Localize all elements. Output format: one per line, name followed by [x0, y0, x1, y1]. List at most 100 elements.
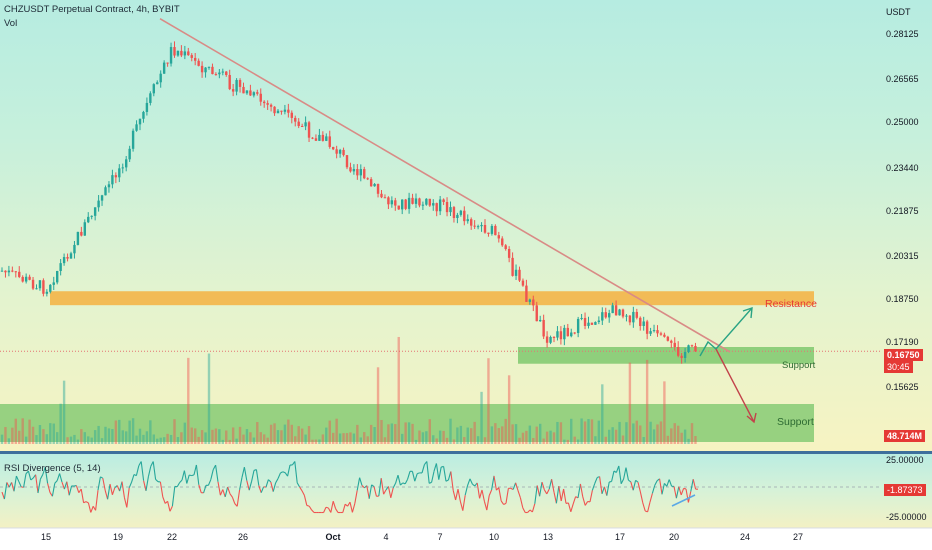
price-tick: 0.18750: [886, 294, 919, 304]
candle-body: [387, 197, 390, 205]
candle-body: [352, 169, 356, 172]
rsi-segment: [169, 505, 173, 512]
candle-body: [683, 352, 687, 358]
volume-bar: [21, 418, 24, 444]
volume-bar: [621, 435, 625, 444]
rsi-segment: [378, 478, 382, 497]
rsi-segment: [541, 481, 545, 491]
volume-bar: [494, 423, 497, 444]
candle-body: [625, 315, 628, 317]
rsi-indicator-label[interactable]: RSI Divergence (5, 14): [4, 463, 101, 474]
volume-bar: [666, 435, 670, 444]
rsi-segment: [68, 485, 73, 496]
candle-body: [659, 333, 663, 335]
rsi-segment: [584, 501, 589, 506]
rsi-segment: [191, 474, 195, 477]
time-tick: 20: [668, 532, 680, 542]
volume-bar: [218, 429, 221, 444]
candle-body: [677, 347, 680, 356]
candle-body: [542, 319, 545, 337]
rsi-segment: [198, 484, 202, 493]
rsi-segment: [642, 502, 646, 512]
symbol-title[interactable]: CHZUSDT Perpetual Contract, 4h, BYBIT: [4, 4, 180, 15]
rsi-segment: [469, 478, 473, 485]
rsi-segment: [447, 471, 452, 481]
rsi-segment: [332, 501, 337, 509]
rsi-segment: [611, 470, 615, 482]
rsi-segment: [109, 483, 113, 495]
volume-bar: [566, 439, 569, 444]
volume-bar: [69, 436, 73, 444]
rsi-segment: [366, 485, 370, 499]
candle-body: [200, 65, 204, 73]
volume-bar: [7, 438, 11, 444]
candle-body: [487, 232, 490, 234]
candle-body: [311, 137, 314, 139]
support-zone-upper: [518, 347, 814, 364]
candle-body: [62, 257, 66, 264]
rsi-segment: [522, 507, 526, 513]
rsi-segment: [6, 482, 10, 488]
rsi-segment: [35, 474, 39, 494]
candle-body: [314, 138, 318, 141]
rsi-segment: [512, 482, 517, 490]
rsi-segment: [472, 483, 476, 487]
candle-body: [614, 305, 618, 316]
volume-indicator-label[interactable]: Vol: [4, 18, 18, 29]
candle-body: [470, 219, 473, 226]
rsi-segment: [675, 486, 680, 499]
rsi-segment: [51, 483, 56, 497]
candle-body: [573, 332, 576, 334]
volume-bar: [183, 422, 187, 444]
time-tick: Oct: [325, 532, 341, 542]
rsi-segment: [383, 489, 387, 495]
rsi-segment: [531, 503, 536, 513]
price-tick: 0.28125: [886, 29, 919, 39]
rsi-segment: [546, 488, 550, 495]
rsi-segment: [618, 465, 622, 484]
rsi-segment: [255, 469, 260, 486]
rsi-segment: [601, 486, 605, 495]
rsi-segment: [335, 508, 339, 513]
candle-body: [521, 280, 525, 286]
volume-bar: [597, 420, 601, 444]
candle-body: [421, 204, 425, 206]
volume-bar: [249, 432, 252, 444]
volume-bar: [83, 432, 86, 444]
rsi-segment: [637, 482, 641, 493]
rsi-segment: [603, 486, 608, 496]
candle-body: [497, 235, 500, 239]
candle-body: [545, 336, 549, 343]
volume-bar: [404, 422, 407, 444]
rsi-segment: [287, 464, 291, 477]
volume-bar: [366, 436, 369, 444]
volume-bar: [66, 437, 69, 444]
rsi-segment: [87, 502, 92, 513]
candle-body: [138, 118, 142, 125]
pane-separator[interactable]: [0, 451, 932, 454]
rsi-segment: [162, 496, 166, 504]
candle-body: [187, 51, 190, 56]
candle-body: [128, 148, 131, 160]
volume-bar: [525, 430, 528, 444]
volume-bar: [425, 431, 428, 444]
candle-body: [652, 330, 656, 332]
volume-bar: [118, 419, 121, 444]
rsi-segment: [534, 485, 538, 504]
rsi-segment: [251, 470, 255, 482]
rsi-segment: [567, 502, 572, 512]
time-tick: 26: [237, 532, 249, 542]
candle-body: [476, 226, 480, 228]
rsi-segment: [563, 488, 567, 504]
descending-trendline: [159, 18, 731, 353]
volume-bar: [504, 418, 507, 444]
candle-body: [656, 330, 659, 334]
price-tick: 0.25000: [886, 117, 919, 127]
volume-bar: [263, 434, 266, 444]
volume-bar: [187, 357, 190, 444]
rsi-segment: [680, 488, 685, 496]
rsi-segment: [265, 479, 269, 488]
rsi-segment: [690, 479, 694, 492]
rsi-segment: [570, 503, 574, 512]
